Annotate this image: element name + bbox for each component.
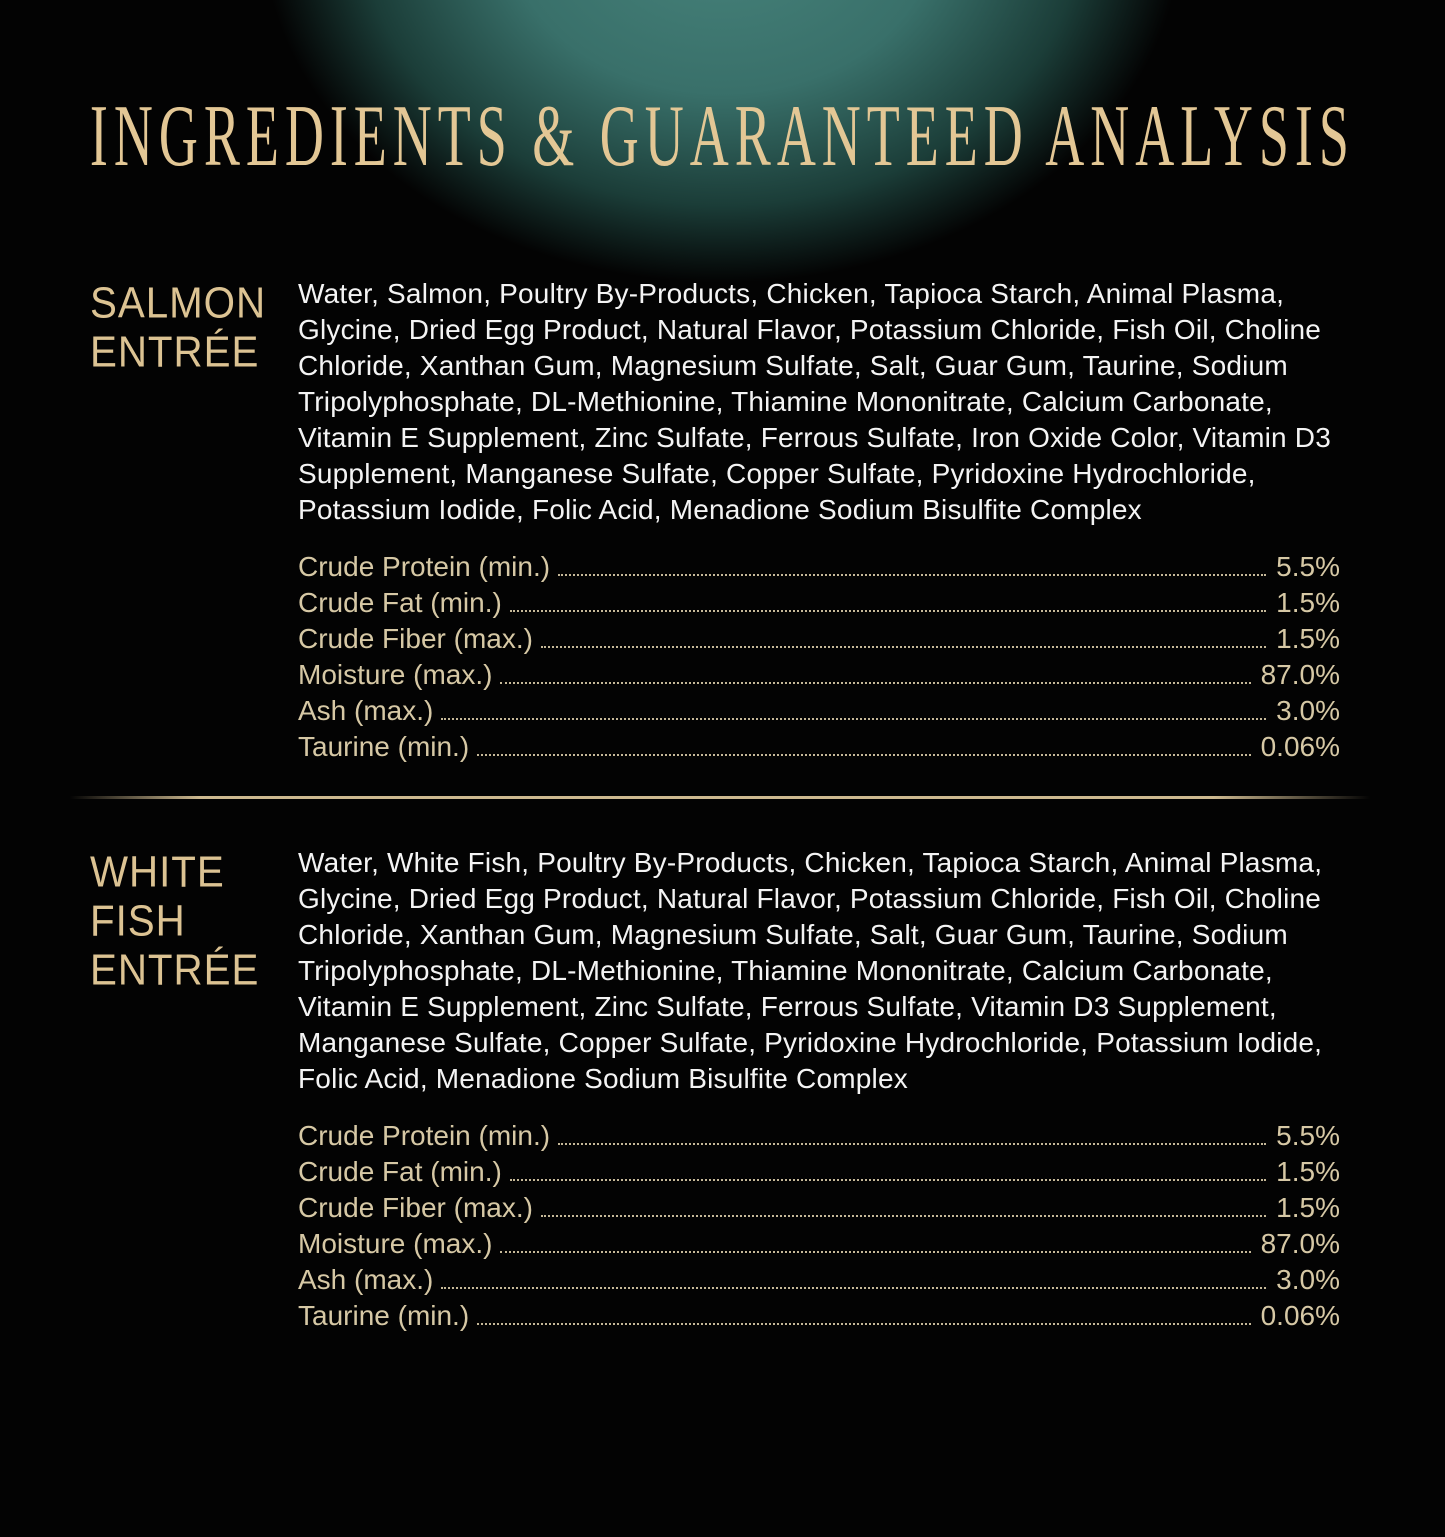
analysis-row: Moisture (max.) 87.0% — [298, 1226, 1340, 1262]
dot-leader — [477, 754, 1251, 756]
dot-leader — [509, 1179, 1267, 1181]
analysis-value: 0.06% — [1260, 1300, 1340, 1331]
analysis-label: Crude Fiber (max.) — [298, 1192, 533, 1223]
section-body-salmon: Water, Salmon, Poultry By-Products, Chic… — [298, 276, 1340, 765]
section-title-line: WHITE — [90, 847, 225, 896]
analysis-row: Moisture (max.) 87.0% — [298, 657, 1340, 693]
analysis-value: 5.5% — [1276, 1120, 1340, 1151]
guaranteed-analysis-salmon: Crude Protein (min.) 5.5% Crude Fat (min… — [298, 549, 1340, 765]
guaranteed-analysis-white-fish: Crude Protein (min.) 5.5% Crude Fat (min… — [298, 1118, 1340, 1334]
section-title-line: ENTRÉE — [90, 326, 260, 376]
analysis-value: 1.5% — [1276, 1156, 1340, 1187]
analysis-value: 1.5% — [1276, 587, 1340, 618]
analysis-label: Crude Protein (min.) — [298, 1120, 551, 1151]
analysis-label: Ash (max.) — [298, 1264, 434, 1295]
analysis-row: Ash (max.) 3.0% — [298, 693, 1340, 729]
label-content: SALMON ENTRÉE Water, Salmon, Poultry By-… — [0, 276, 1445, 1334]
dot-leader — [509, 610, 1267, 612]
ingredients-list-salmon: Water, Salmon, Poultry By-Products, Chic… — [298, 278, 1331, 525]
analysis-label: Moisture (max.) — [298, 1228, 493, 1259]
analysis-value: 1.5% — [1276, 623, 1340, 654]
section-salmon-entree: SALMON ENTRÉE Water, Salmon, Poultry By-… — [90, 276, 1350, 765]
analysis-row: Ash (max.) 3.0% — [298, 1262, 1340, 1298]
analysis-value: 87.0% — [1260, 659, 1340, 690]
analysis-value: 1.5% — [1276, 1192, 1340, 1223]
ingredients-list-white-fish: Water, White Fish, Poultry By-Products, … — [298, 847, 1323, 1094]
analysis-label: Crude Protein (min.) — [298, 551, 551, 582]
dot-leader — [441, 718, 1267, 720]
dot-leader — [500, 682, 1251, 684]
analysis-row: Crude Fat (min.) 1.5% — [298, 585, 1340, 621]
section-title-line: FISH — [90, 895, 186, 945]
section-title-salmon-entree: SALMON ENTRÉE — [90, 276, 290, 376]
header: INGREDIENTS & GUARANTEED ANALYSIS — [0, 87, 1445, 185]
dot-leader — [540, 646, 1267, 648]
analysis-label: Taurine (min.) — [298, 731, 470, 762]
section-body-white-fish: Water, White Fish, Poultry By-Products, … — [298, 845, 1340, 1334]
dot-leader — [477, 1323, 1251, 1325]
analysis-row: Crude Protein (min.) 5.5% — [298, 1118, 1340, 1154]
analysis-value: 0.06% — [1260, 731, 1340, 762]
analysis-label: Moisture (max.) — [298, 659, 493, 690]
analysis-row: Crude Fiber (max.) 1.5% — [298, 1190, 1340, 1226]
analysis-row: Taurine (min.) 0.06% — [298, 729, 1340, 765]
analysis-value: 87.0% — [1260, 1228, 1340, 1259]
analysis-label: Taurine (min.) — [298, 1300, 470, 1331]
dot-leader — [441, 1287, 1267, 1289]
section-title-line: ENTRÉE — [90, 944, 260, 994]
dot-leader — [500, 1251, 1251, 1253]
page-title: INGREDIENTS & GUARANTEED ANALYSIS — [89, 87, 1356, 185]
dot-leader — [540, 1215, 1267, 1217]
section-title-white-fish-entree: WHITE FISH ENTRÉE — [90, 845, 290, 994]
dot-leader — [558, 1143, 1267, 1145]
analysis-row: Taurine (min.) 0.06% — [298, 1298, 1340, 1334]
analysis-value: 5.5% — [1276, 551, 1340, 582]
section-divider — [70, 796, 1370, 799]
analysis-label: Crude Fat (min.) — [298, 587, 502, 618]
analysis-row: Crude Protein (min.) 5.5% — [298, 549, 1340, 585]
analysis-label: Ash (max.) — [298, 695, 434, 726]
analysis-label: Crude Fiber (max.) — [298, 623, 533, 654]
analysis-value: 3.0% — [1276, 695, 1340, 726]
dot-leader — [558, 574, 1267, 576]
analysis-row: Crude Fat (min.) 1.5% — [298, 1154, 1340, 1190]
section-white-fish-entree: WHITE FISH ENTRÉE Water, White Fish, Pou… — [90, 845, 1350, 1334]
analysis-value: 3.0% — [1276, 1264, 1340, 1295]
analysis-row: Crude Fiber (max.) 1.5% — [298, 621, 1340, 657]
analysis-label: Crude Fat (min.) — [298, 1156, 502, 1187]
section-title-line: SALMON — [90, 278, 267, 327]
